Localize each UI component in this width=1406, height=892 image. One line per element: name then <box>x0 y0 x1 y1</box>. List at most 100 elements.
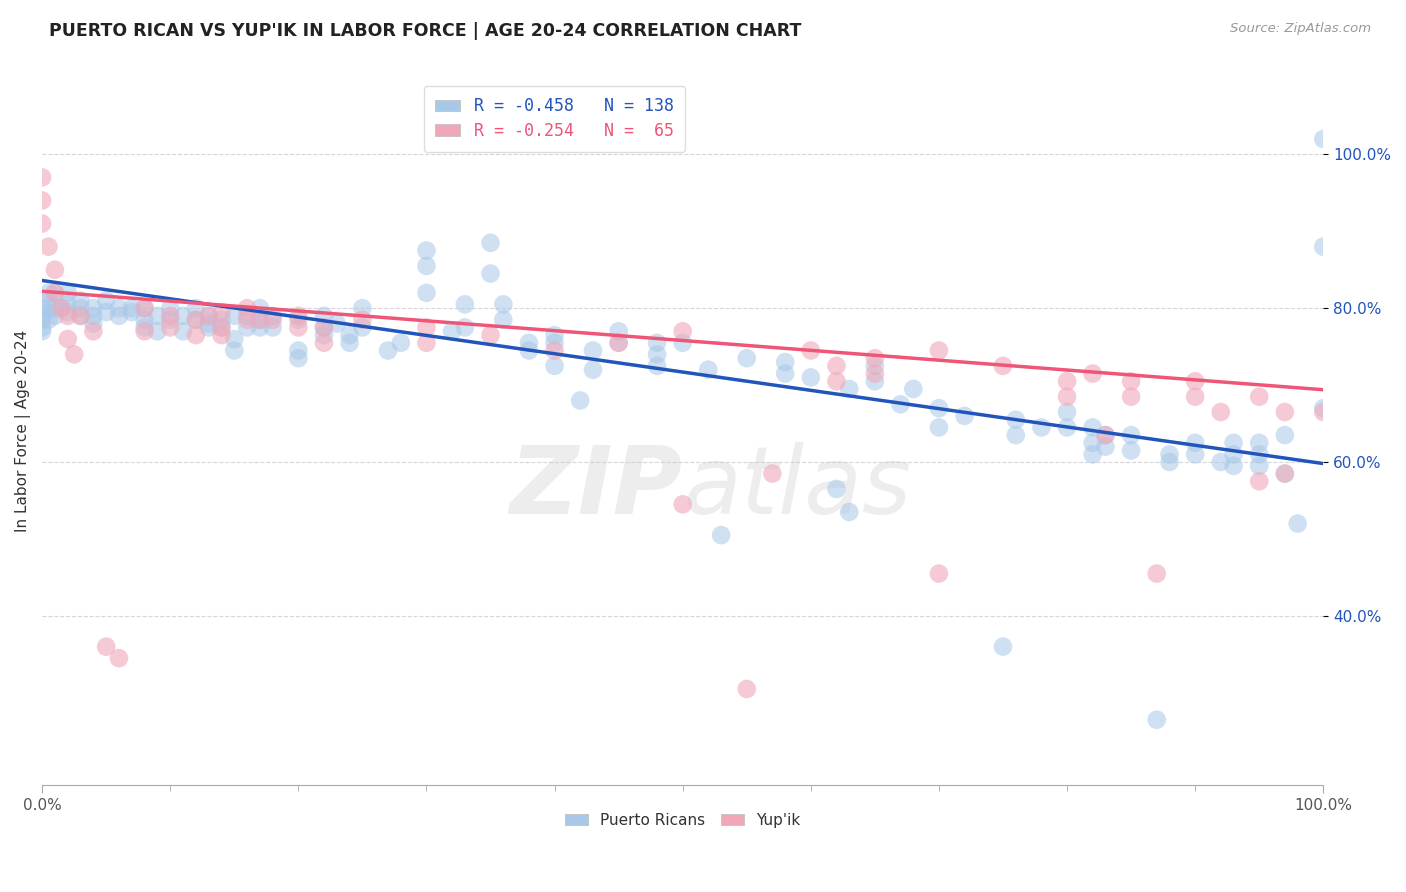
Point <box>69 301 91 316</box>
Point <box>184 312 207 326</box>
Point <box>492 297 515 311</box>
Point <box>863 367 886 381</box>
Point <box>825 482 848 496</box>
Text: atlas: atlas <box>683 442 911 533</box>
Point <box>159 309 181 323</box>
Point <box>1209 405 1232 419</box>
Point <box>1286 516 1309 531</box>
Point <box>889 397 911 411</box>
Point <box>31 312 53 326</box>
Point <box>569 393 592 408</box>
Point <box>56 332 79 346</box>
Point <box>134 301 156 316</box>
Point <box>1184 435 1206 450</box>
Point <box>1004 428 1026 442</box>
Point <box>211 305 233 319</box>
Point <box>672 497 695 511</box>
Point <box>82 317 104 331</box>
Point <box>953 409 976 423</box>
Point <box>352 312 374 326</box>
Point <box>735 351 758 366</box>
Point <box>543 328 565 343</box>
Point <box>800 370 823 384</box>
Point <box>172 324 194 338</box>
Point <box>108 309 131 323</box>
Point <box>69 293 91 308</box>
Point <box>352 320 374 334</box>
Point <box>312 309 335 323</box>
Point <box>134 301 156 316</box>
Point <box>211 320 233 334</box>
Point <box>773 355 796 369</box>
Point <box>184 312 207 326</box>
Point <box>1184 374 1206 388</box>
Point <box>262 312 284 326</box>
Point <box>38 285 60 300</box>
Point <box>645 359 668 373</box>
Point <box>69 309 91 323</box>
Point <box>863 351 886 366</box>
Point <box>56 305 79 319</box>
Point <box>211 312 233 326</box>
Point <box>415 320 437 334</box>
Point <box>31 320 53 334</box>
Point <box>863 374 886 388</box>
Point <box>159 320 181 334</box>
Point <box>479 235 502 250</box>
Point <box>31 301 53 316</box>
Point <box>517 335 540 350</box>
Point <box>197 317 219 331</box>
Point <box>172 309 194 323</box>
Point <box>51 301 73 316</box>
Point <box>211 328 233 343</box>
Point <box>1056 420 1078 434</box>
Point <box>1184 390 1206 404</box>
Point <box>249 312 271 326</box>
Point <box>44 301 66 316</box>
Point <box>543 359 565 373</box>
Point <box>582 343 605 358</box>
Point <box>1056 374 1078 388</box>
Point <box>82 324 104 338</box>
Point <box>825 359 848 373</box>
Point <box>991 640 1014 654</box>
Point <box>211 320 233 334</box>
Point <box>1056 405 1078 419</box>
Point <box>287 343 309 358</box>
Point <box>479 328 502 343</box>
Text: Source: ZipAtlas.com: Source: ZipAtlas.com <box>1230 22 1371 36</box>
Point <box>710 528 733 542</box>
Point <box>44 309 66 323</box>
Point <box>249 320 271 334</box>
Point <box>1312 132 1334 146</box>
Point <box>1312 405 1334 419</box>
Point <box>543 335 565 350</box>
Point <box>1312 401 1334 416</box>
Point <box>236 320 259 334</box>
Text: PUERTO RICAN VS YUP'IK IN LABOR FORCE | AGE 20-24 CORRELATION CHART: PUERTO RICAN VS YUP'IK IN LABOR FORCE | … <box>49 22 801 40</box>
Point <box>339 335 361 350</box>
Point <box>352 301 374 316</box>
Point <box>121 305 143 319</box>
Point <box>31 324 53 338</box>
Point <box>38 293 60 308</box>
Point <box>582 362 605 376</box>
Point <box>326 317 349 331</box>
Point <box>1249 475 1271 489</box>
Point <box>672 335 695 350</box>
Point <box>415 259 437 273</box>
Point <box>312 335 335 350</box>
Point <box>184 301 207 316</box>
Point <box>517 343 540 358</box>
Point <box>415 244 437 258</box>
Point <box>825 374 848 388</box>
Point <box>31 217 53 231</box>
Point <box>1119 443 1142 458</box>
Point <box>377 343 399 358</box>
Point <box>69 309 91 323</box>
Point <box>735 681 758 696</box>
Point <box>903 382 925 396</box>
Point <box>1146 566 1168 581</box>
Point <box>1094 428 1116 442</box>
Point <box>492 312 515 326</box>
